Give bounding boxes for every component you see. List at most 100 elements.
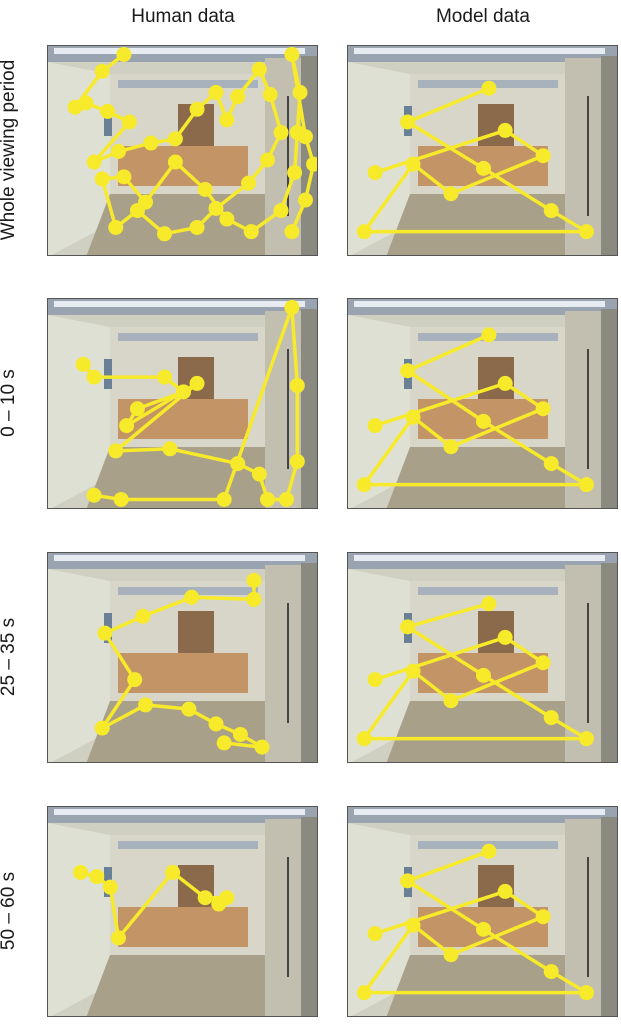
fixation-point xyxy=(241,175,257,191)
scanpath-svg xyxy=(48,807,317,1016)
fixation-point xyxy=(405,409,421,425)
left-wall xyxy=(348,315,410,508)
left-wall xyxy=(348,62,410,255)
right-pillar xyxy=(265,565,301,762)
saccade-line xyxy=(141,595,194,619)
fixation-point xyxy=(367,165,383,181)
saccade-line xyxy=(92,120,132,164)
saccade-line xyxy=(405,333,491,373)
fixation-point xyxy=(110,144,126,159)
saccade-line xyxy=(103,631,137,682)
fixation-point xyxy=(262,87,278,103)
saccade-line xyxy=(449,153,545,196)
fixation-point xyxy=(108,443,124,459)
scanpath-panel xyxy=(47,806,318,1017)
fixation-point xyxy=(181,701,197,717)
fixation-point xyxy=(273,125,289,141)
fixation-point xyxy=(284,46,300,62)
back-ceiling-strip xyxy=(118,80,258,88)
right-edge xyxy=(301,309,317,508)
fixation-point xyxy=(75,356,91,372)
fixation-point xyxy=(535,655,551,671)
back-ceiling-strip xyxy=(118,841,258,849)
scanpath-svg xyxy=(48,46,317,255)
fixation-point xyxy=(289,453,305,469)
saccade-line xyxy=(373,381,507,428)
fixation-point xyxy=(481,596,497,612)
fixation-point xyxy=(73,864,89,880)
saccade-line xyxy=(373,128,507,175)
fixation-point xyxy=(284,224,300,240)
fixation-point xyxy=(535,401,551,417)
wall-sign xyxy=(104,359,112,389)
fixation-point xyxy=(497,883,513,899)
fixation-point xyxy=(243,224,259,240)
fixation-point xyxy=(189,101,205,117)
row-label-50-60s: 50 – 60 s xyxy=(0,871,19,951)
scanpath-svg xyxy=(48,299,317,508)
fixation-point xyxy=(135,608,151,624)
fixation-point xyxy=(197,890,213,906)
ceiling-light xyxy=(54,301,305,307)
fixation-point xyxy=(167,131,183,147)
fixation-point xyxy=(232,726,248,742)
desk xyxy=(118,653,248,693)
scanpath-svg xyxy=(348,46,617,255)
scanpath-svg xyxy=(348,553,617,762)
floor xyxy=(386,955,578,1016)
fixation-point xyxy=(121,114,137,130)
fixation-point xyxy=(100,103,116,119)
fixation-point xyxy=(89,869,105,885)
saccade-line xyxy=(503,381,545,411)
fixation-point xyxy=(260,152,276,168)
fixation-point xyxy=(86,154,102,170)
fixation-point xyxy=(497,122,513,138)
floor xyxy=(386,194,578,255)
scanpath-svg xyxy=(348,807,617,1016)
fixation-point xyxy=(367,418,383,434)
fixation-point xyxy=(197,181,213,197)
scanpath-svg xyxy=(348,299,617,508)
fixation-point xyxy=(297,129,313,145)
fixation-point xyxy=(443,186,459,202)
fixation-point xyxy=(219,211,235,227)
fixation-point xyxy=(184,589,200,605)
ceiling-light xyxy=(354,809,605,815)
row-label-whole-viewing-period: Whole viewing period xyxy=(0,59,19,241)
fixation-point xyxy=(116,169,132,185)
saccade-line xyxy=(405,849,491,883)
saccade-line xyxy=(449,660,545,703)
saccade-line xyxy=(373,889,507,936)
fixation-point xyxy=(113,491,129,507)
fixation-point xyxy=(189,219,205,235)
saccade-line xyxy=(143,160,178,204)
fixation-point xyxy=(578,224,594,240)
floor xyxy=(386,447,578,508)
ceiling-light xyxy=(354,555,605,561)
saccade-line xyxy=(100,677,137,730)
saccade-line xyxy=(362,923,415,995)
ceiling-light xyxy=(54,555,305,561)
fixation-point xyxy=(138,697,154,713)
fixation-point xyxy=(78,95,94,111)
fixation-point xyxy=(157,369,173,385)
scanpath-panel xyxy=(47,298,318,509)
saccade-line xyxy=(405,625,486,678)
fixation-point xyxy=(230,89,246,105)
row-label-25-35s: 25 – 35 s xyxy=(0,617,19,697)
fixation-point xyxy=(497,629,513,645)
fixation-point xyxy=(356,224,372,240)
fixation-point xyxy=(476,667,491,683)
fixation-point xyxy=(176,384,191,400)
scanpath-panel xyxy=(347,552,618,763)
fixation-point xyxy=(216,735,232,751)
fixation-point xyxy=(278,491,294,507)
saccade-line xyxy=(411,162,453,196)
fixation-point xyxy=(476,921,491,937)
saccade-line xyxy=(114,447,172,453)
fixation-point xyxy=(543,964,559,980)
fixation-point xyxy=(94,63,110,79)
back-ceiling-strip xyxy=(118,333,258,341)
ceiling-light xyxy=(54,809,305,815)
fixation-point xyxy=(476,413,491,429)
